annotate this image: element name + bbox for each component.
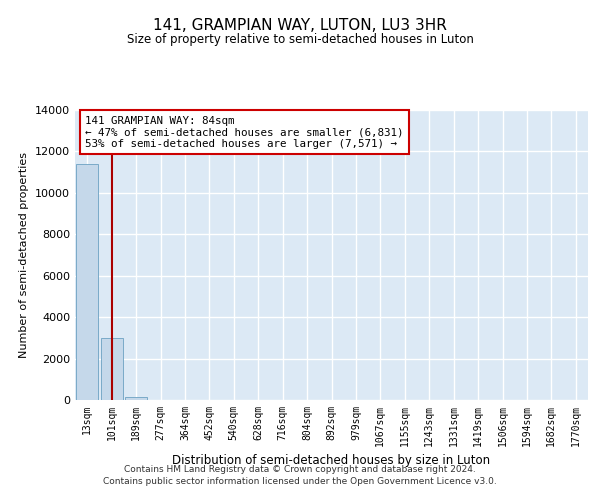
Bar	[76, 164, 98, 400]
Text: Contains public sector information licensed under the Open Government Licence v3: Contains public sector information licen…	[103, 477, 497, 486]
Text: Contains HM Land Registry data © Crown copyright and database right 2024.: Contains HM Land Registry data © Crown c…	[124, 465, 476, 474]
Text: 141, GRAMPIAN WAY, LUTON, LU3 3HR: 141, GRAMPIAN WAY, LUTON, LU3 3HR	[153, 18, 447, 32]
Bar	[125, 397, 147, 400]
X-axis label: Distribution of semi-detached houses by size in Luton: Distribution of semi-detached houses by …	[172, 454, 491, 468]
Text: 141 GRAMPIAN WAY: 84sqm
← 47% of semi-detached houses are smaller (6,831)
53% of: 141 GRAMPIAN WAY: 84sqm ← 47% of semi-de…	[85, 116, 404, 149]
Bar	[101, 338, 122, 400]
Text: Size of property relative to semi-detached houses in Luton: Size of property relative to semi-detach…	[127, 32, 473, 46]
Y-axis label: Number of semi-detached properties: Number of semi-detached properties	[19, 152, 29, 358]
